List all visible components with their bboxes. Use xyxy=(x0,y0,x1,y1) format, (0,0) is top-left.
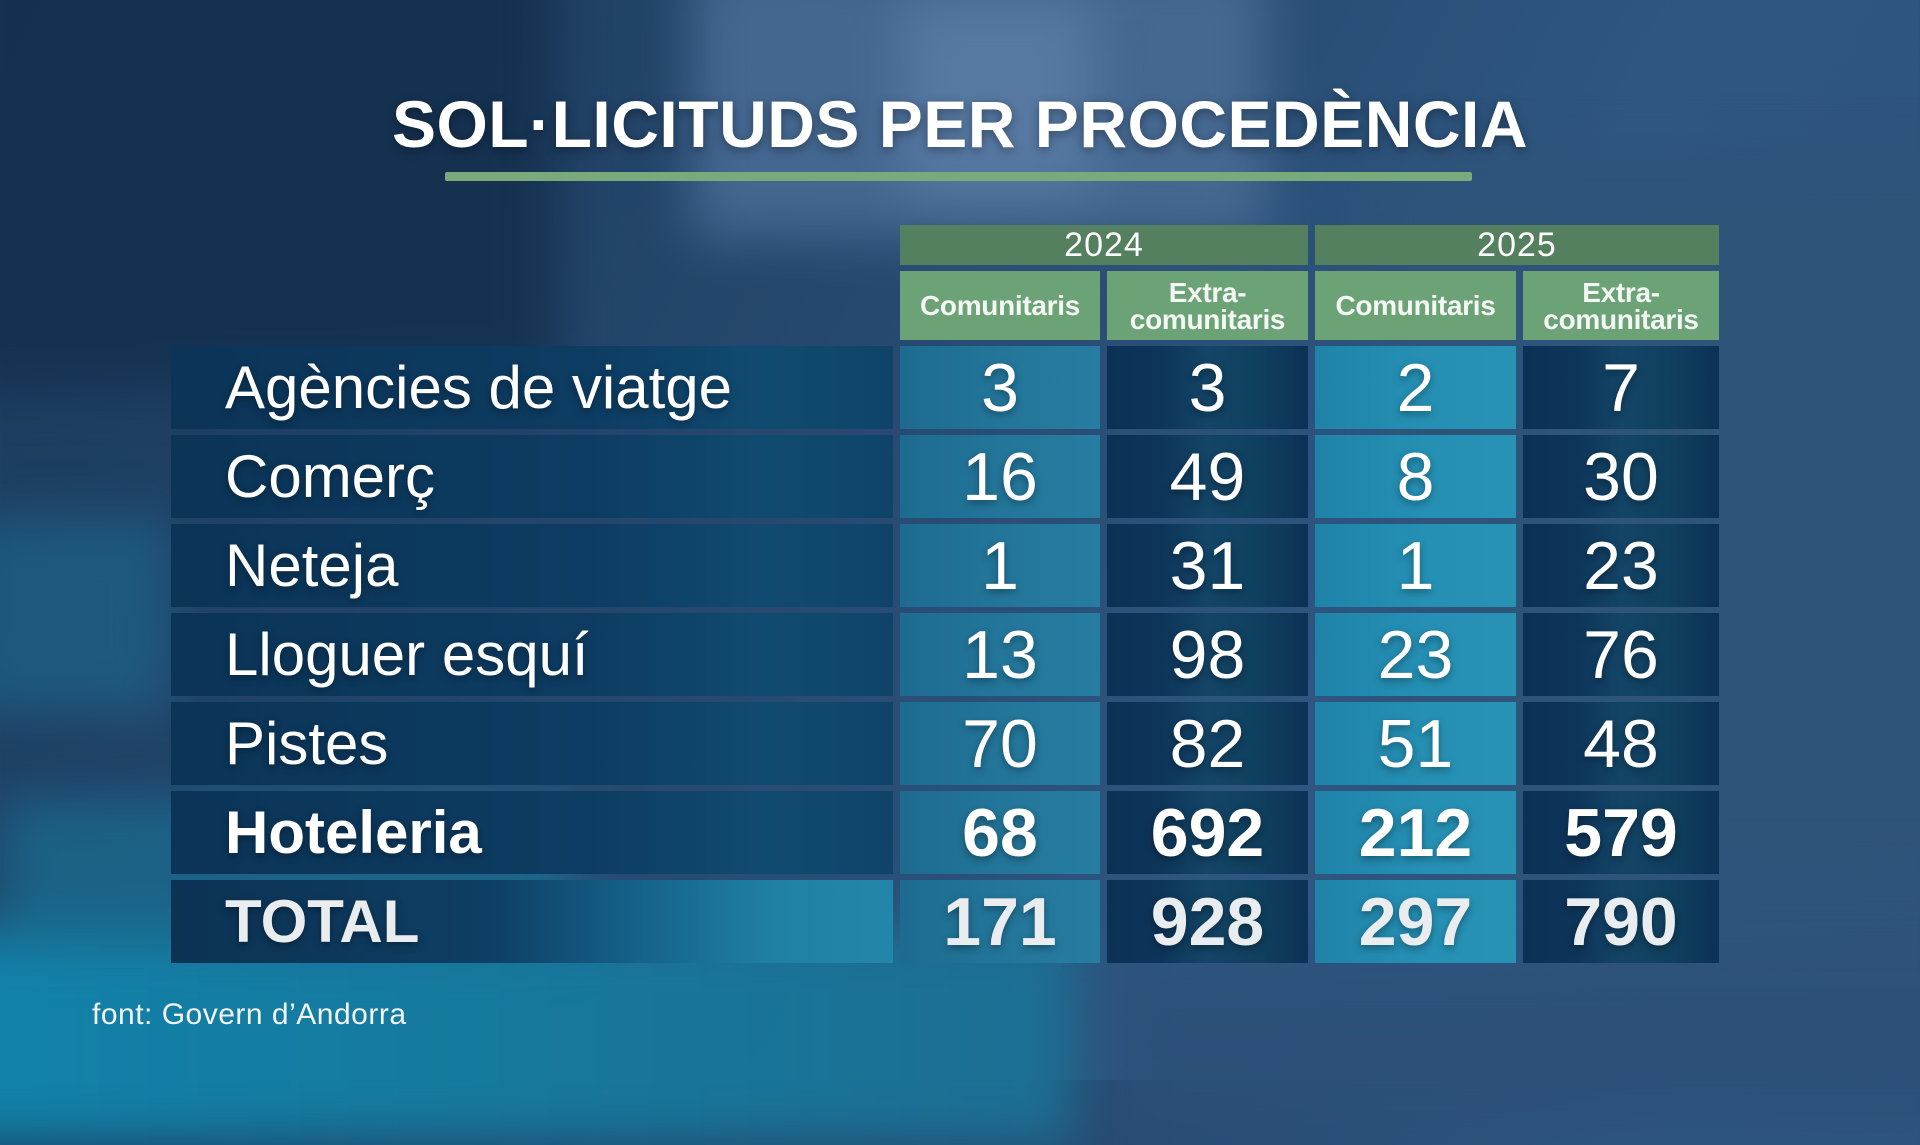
value-cell: 171 xyxy=(900,880,1100,963)
value-cell: 1 xyxy=(1315,524,1516,607)
value-cell: 790 xyxy=(1523,880,1719,963)
value-cell: 928 xyxy=(1107,880,1308,963)
column-header-line: comunitaris xyxy=(1129,303,1286,335)
column-header-line: comunitaris xyxy=(1543,303,1699,335)
background-blob xyxy=(0,518,173,713)
value-cell: 212 xyxy=(1315,791,1516,874)
column-header-line: Extra- xyxy=(1168,276,1247,308)
title-underline xyxy=(445,172,1472,181)
row-label: Hoteleria xyxy=(171,791,893,874)
value-cell: 49 xyxy=(1107,435,1308,518)
value-cell: 30 xyxy=(1523,435,1719,518)
column-header-comunitaris-2025: Comunitaris xyxy=(1315,271,1516,340)
value-cell: 68 xyxy=(900,791,1100,874)
value-cell: 2 xyxy=(1315,346,1516,429)
row-label: Agències de viatge xyxy=(171,346,893,429)
value-cell: 51 xyxy=(1315,702,1516,785)
background-blob xyxy=(902,0,1095,195)
value-cell: 692 xyxy=(1107,791,1308,874)
value-cell: 31 xyxy=(1107,524,1308,607)
column-header-line: Comunitaris xyxy=(919,290,1081,321)
column-header-line: Extra- xyxy=(1582,276,1660,308)
column-header-line: Comunitaris xyxy=(1335,290,1496,321)
row-label: Comerç xyxy=(171,435,893,518)
year-header-2024: 2024 xyxy=(900,225,1308,265)
infographic-stage: SOL·LICITUDS PER PROCEDÈNCIA 2024 2025 C… xyxy=(92,87,1719,1031)
row-label: Lloguer esquí xyxy=(171,613,893,696)
column-header-extracomunitaris-2025: Extra-comunitaris xyxy=(1523,271,1719,340)
value-cell: 1 xyxy=(900,524,1100,607)
row-label: TOTAL xyxy=(171,880,893,963)
table-corner-spacer xyxy=(171,225,893,340)
value-cell: 23 xyxy=(1315,613,1516,696)
value-cell: 98 xyxy=(1107,613,1308,696)
value-cell: 70 xyxy=(900,702,1100,785)
column-header-comunitaris-2024: Comunitaris xyxy=(900,271,1100,340)
value-cell: 8 xyxy=(1315,435,1516,518)
page-title: SOL·LICITUDS PER PROCEDÈNCIA xyxy=(391,87,1529,161)
value-cell: 48 xyxy=(1523,702,1719,785)
source-label: font: Govern d’Andorra xyxy=(92,998,407,1031)
value-cell: 82 xyxy=(1107,702,1308,785)
value-cell: 16 xyxy=(900,435,1100,518)
data-table: 2024 2025 Comunitaris Extra-comunitaris … xyxy=(171,225,1719,963)
row-label: Neteja xyxy=(171,524,893,607)
background-blob xyxy=(0,0,557,389)
value-cell: 3 xyxy=(900,346,1100,429)
column-header-extracomunitaris-2024: Extra-comunitaris xyxy=(1107,271,1308,340)
value-cell: 579 xyxy=(1523,791,1719,874)
value-cell: 76 xyxy=(1523,613,1719,696)
value-cell: 23 xyxy=(1523,524,1719,607)
year-header-2025: 2025 xyxy=(1315,225,1719,265)
row-label: Pistes xyxy=(171,702,893,785)
value-cell: 3 xyxy=(1107,346,1308,429)
value-cell: 297 xyxy=(1315,880,1516,963)
value-cell: 7 xyxy=(1523,346,1719,429)
value-cell: 13 xyxy=(900,613,1100,696)
